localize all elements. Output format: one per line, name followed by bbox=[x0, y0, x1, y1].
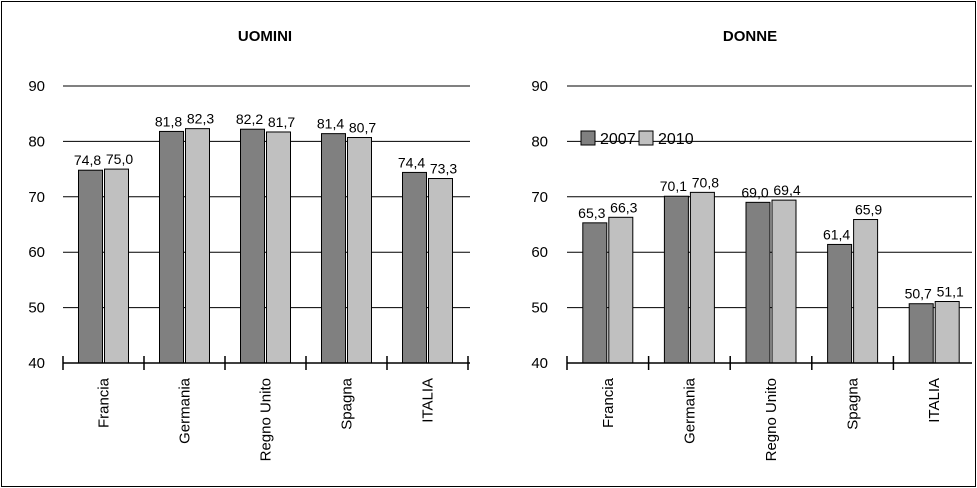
bar-2007-italia bbox=[402, 171, 427, 364]
y-tick-label: 90 bbox=[531, 78, 548, 95]
legend: 2007 2010 bbox=[580, 130, 694, 148]
bar-2010-spagna bbox=[853, 219, 879, 364]
data-label: 69,4 bbox=[773, 182, 800, 198]
legend-swatch-2010 bbox=[638, 130, 654, 146]
bar-2010-italia bbox=[428, 178, 453, 364]
category-label: Francia bbox=[96, 377, 113, 428]
category-label: Germania bbox=[681, 377, 698, 444]
data-label: 73,3 bbox=[430, 161, 457, 177]
data-labels: 65,3 66,3 70,1 70,8 69,0 69,4 61,4 65,9 50,7 51,1 bbox=[578, 174, 964, 301]
y-tick-label: 70 bbox=[531, 189, 548, 206]
data-label: 70,8 bbox=[692, 174, 719, 190]
category-label: Spagna bbox=[845, 377, 862, 429]
bar-2010-italia bbox=[934, 301, 960, 364]
y-tick-label: 50 bbox=[28, 300, 45, 317]
y-tick-label: 60 bbox=[28, 244, 45, 261]
y-axis-ticks: 90 80 70 60 50 40 bbox=[531, 78, 548, 372]
category-label: ITALIA bbox=[420, 378, 437, 423]
data-label: 74,4 bbox=[398, 154, 425, 170]
data-label: 66,3 bbox=[610, 199, 637, 215]
bar-2010-francia bbox=[104, 168, 129, 364]
bar-2007-germania bbox=[159, 130, 184, 364]
bar-2007-italia bbox=[908, 303, 934, 364]
x-axis bbox=[62, 356, 470, 370]
x-axis-categories: Francia Germania Regno Unito Spagna ITALIA bbox=[96, 377, 437, 461]
category-label: ITALIA bbox=[926, 378, 943, 423]
y-tick-label: 50 bbox=[531, 300, 548, 317]
bar-2007-regno-unito bbox=[240, 128, 265, 364]
data-label: 51,1 bbox=[937, 284, 964, 300]
bar-2007-francia bbox=[582, 222, 608, 364]
legend-swatch-2007 bbox=[580, 130, 596, 146]
chart-uomini: UOMINI 90 80 70 60 50 40 74,8 75,0 81,8 82,3 82,2… bbox=[28, 28, 470, 461]
bars bbox=[582, 191, 960, 364]
y-tick-label: 40 bbox=[28, 355, 45, 372]
bar-2010-spagna bbox=[347, 137, 372, 364]
data-label: 81,4 bbox=[317, 116, 344, 132]
bar-2010-germania bbox=[689, 191, 715, 364]
y-tick-label: 60 bbox=[531, 244, 548, 261]
bar-2007-francia bbox=[78, 169, 103, 364]
category-label: Spagna bbox=[339, 377, 356, 429]
data-label: 50,7 bbox=[905, 286, 932, 302]
data-label: 65,3 bbox=[578, 205, 605, 221]
data-label: 82,3 bbox=[187, 111, 214, 127]
bar-2007-regno-unito bbox=[745, 201, 771, 364]
data-label: 61,4 bbox=[823, 226, 850, 242]
data-label: 75,0 bbox=[106, 151, 133, 167]
legend-label-2007: 2007 bbox=[600, 131, 636, 148]
bar-2007-spagna bbox=[321, 133, 346, 364]
bar-2010-francia bbox=[608, 216, 634, 364]
chart-title: UOMINI bbox=[238, 28, 292, 45]
y-tick-label: 80 bbox=[28, 133, 45, 150]
bars bbox=[78, 128, 453, 364]
bar-2007-germania bbox=[663, 195, 689, 364]
y-tick-label: 90 bbox=[28, 78, 45, 95]
y-tick-label: 80 bbox=[531, 133, 548, 150]
category-label: Francia bbox=[600, 377, 617, 428]
data-label: 74,8 bbox=[74, 152, 101, 168]
bar-2010-regno-unito bbox=[771, 199, 797, 364]
data-labels: 74,8 75,0 81,8 82,3 82,2 81,7 81,4 80,7 74,4 73,3 bbox=[74, 111, 457, 177]
chart-title: DONNE bbox=[723, 28, 777, 45]
y-axis-ticks: 90 80 70 60 50 40 bbox=[28, 78, 45, 372]
category-label: Regno Unito bbox=[258, 378, 275, 461]
data-label: 82,2 bbox=[236, 111, 263, 127]
bar-2010-germania bbox=[185, 128, 210, 364]
y-tick-label: 70 bbox=[28, 189, 45, 206]
data-label: 80,7 bbox=[349, 120, 376, 136]
category-label: Germania bbox=[177, 377, 194, 444]
bar-2010-regno-unito bbox=[266, 131, 291, 364]
x-axis-categories: Francia Germania Regno Unito Spagna ITALIA bbox=[600, 377, 943, 461]
data-label: 65,9 bbox=[855, 202, 882, 218]
legend-label-2010: 2010 bbox=[658, 131, 694, 148]
data-label: 81,7 bbox=[268, 114, 295, 130]
data-label: 69,0 bbox=[741, 184, 768, 200]
bar-2007-spagna bbox=[827, 243, 853, 364]
data-label: 70,1 bbox=[660, 178, 687, 194]
data-label: 81,8 bbox=[155, 113, 182, 129]
category-label: Regno Unito bbox=[763, 378, 780, 461]
y-tick-label: 40 bbox=[531, 355, 548, 372]
x-axis bbox=[566, 356, 972, 370]
